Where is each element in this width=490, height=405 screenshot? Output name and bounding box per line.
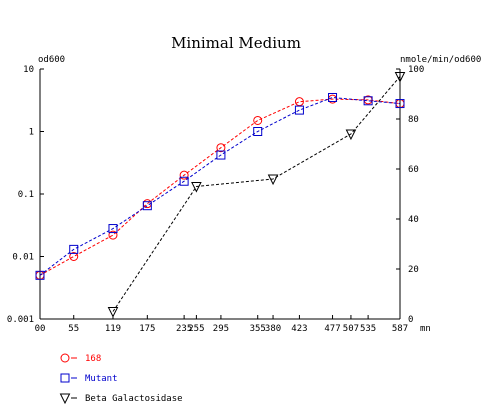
left-tick-label: 0.001 [7, 315, 34, 325]
x-tick-label: 295 [213, 324, 229, 334]
left-tick-label: 0.1 [18, 190, 34, 200]
series-3-marker-triangle [267, 174, 279, 186]
series-2-marker-square [69, 244, 79, 254]
series-1-line [39, 98, 401, 276]
x-tick-label: 507 [343, 324, 359, 334]
right-tick-label: 100 [408, 65, 424, 75]
x-tick-label: 55 [68, 324, 79, 334]
chart-title: Minimal Medium [171, 34, 301, 52]
right-tick-label: 20 [408, 265, 419, 275]
legend-3-marker-triangle [59, 393, 71, 405]
left-axis-ticks: 10 1 0.1 0.01 0.001 [7, 65, 44, 325]
x-tick-label: 119 [105, 324, 121, 334]
legend-1-label: 168 [85, 354, 101, 364]
series-2-marker-square [108, 224, 118, 234]
series-2-marker-square [253, 127, 263, 136]
x-tick-label: 00 [35, 324, 46, 334]
series-2-line [39, 96, 401, 276]
x-tick-label: 235 [176, 324, 192, 334]
left-tick-label: 10 [23, 65, 34, 75]
right-tick-label: 60 [408, 165, 419, 175]
legend-item-2: Mutant [60, 373, 118, 384]
legend: 168 Mutant Beta Galactosidase [59, 353, 183, 405]
series-2 [35, 92, 405, 280]
series-2-marker-square [35, 270, 45, 280]
x-tick-label: 175 [139, 324, 155, 334]
x-tick-label: 535 [360, 324, 376, 334]
legend-item-1: 168 [60, 353, 101, 364]
series-1 [35, 94, 405, 280]
x-tick-label: 423 [291, 324, 307, 334]
series-2-marker-square [363, 96, 373, 106]
series-layer [35, 72, 406, 318]
series-3-marker-triangle [191, 182, 202, 193]
series-1-marker-circle [69, 252, 79, 261]
series-2-marker-square [179, 176, 189, 186]
legend-1-marker-circle [60, 353, 70, 363]
x-axis-unit: mn [420, 324, 431, 334]
right-axis-ticks: 100 80 60 40 20 0 [396, 65, 424, 325]
series-3-marker-triangle [107, 307, 119, 318]
left-tick-label: 1 [29, 128, 34, 138]
series-1-marker-circle [253, 115, 263, 125]
series-3-marker-triangle [345, 129, 357, 141]
right-axis-label: nmole/min/od600 [400, 55, 481, 65]
series-1-marker-circle [216, 143, 226, 153]
right-tick-label: 0 [408, 315, 413, 325]
series-2-marker-square [216, 150, 226, 160]
x-tick-label: 355 [250, 324, 266, 334]
series-3 [107, 72, 406, 318]
legend-item-3: Beta Galactosidase [59, 393, 183, 405]
legend-2-label: Mutant [85, 374, 118, 384]
series-2-marker-square [395, 99, 405, 109]
left-tick-label: 0.01 [12, 253, 34, 263]
right-tick-label: 40 [408, 215, 419, 225]
legend-2-marker-square [60, 373, 70, 383]
x-tick-label: 380 [265, 324, 281, 334]
series-2-marker-square [328, 92, 338, 102]
legend-3-label: Beta Galactosidase [85, 394, 183, 404]
series-2-marker-square [294, 105, 304, 115]
series-3-marker-triangle [394, 72, 406, 83]
x-tick-label: 477 [324, 324, 340, 334]
series-3-line [112, 76, 401, 312]
left-axis-label: od600 [38, 55, 65, 65]
x-tick-label: 587 [392, 324, 408, 334]
right-tick-label: 80 [408, 115, 419, 125]
x-tick-label: 255 [188, 324, 204, 334]
series-1-marker-circle [179, 170, 189, 180]
series-2-marker-square [142, 201, 152, 211]
series-1-marker-circle [108, 230, 118, 240]
